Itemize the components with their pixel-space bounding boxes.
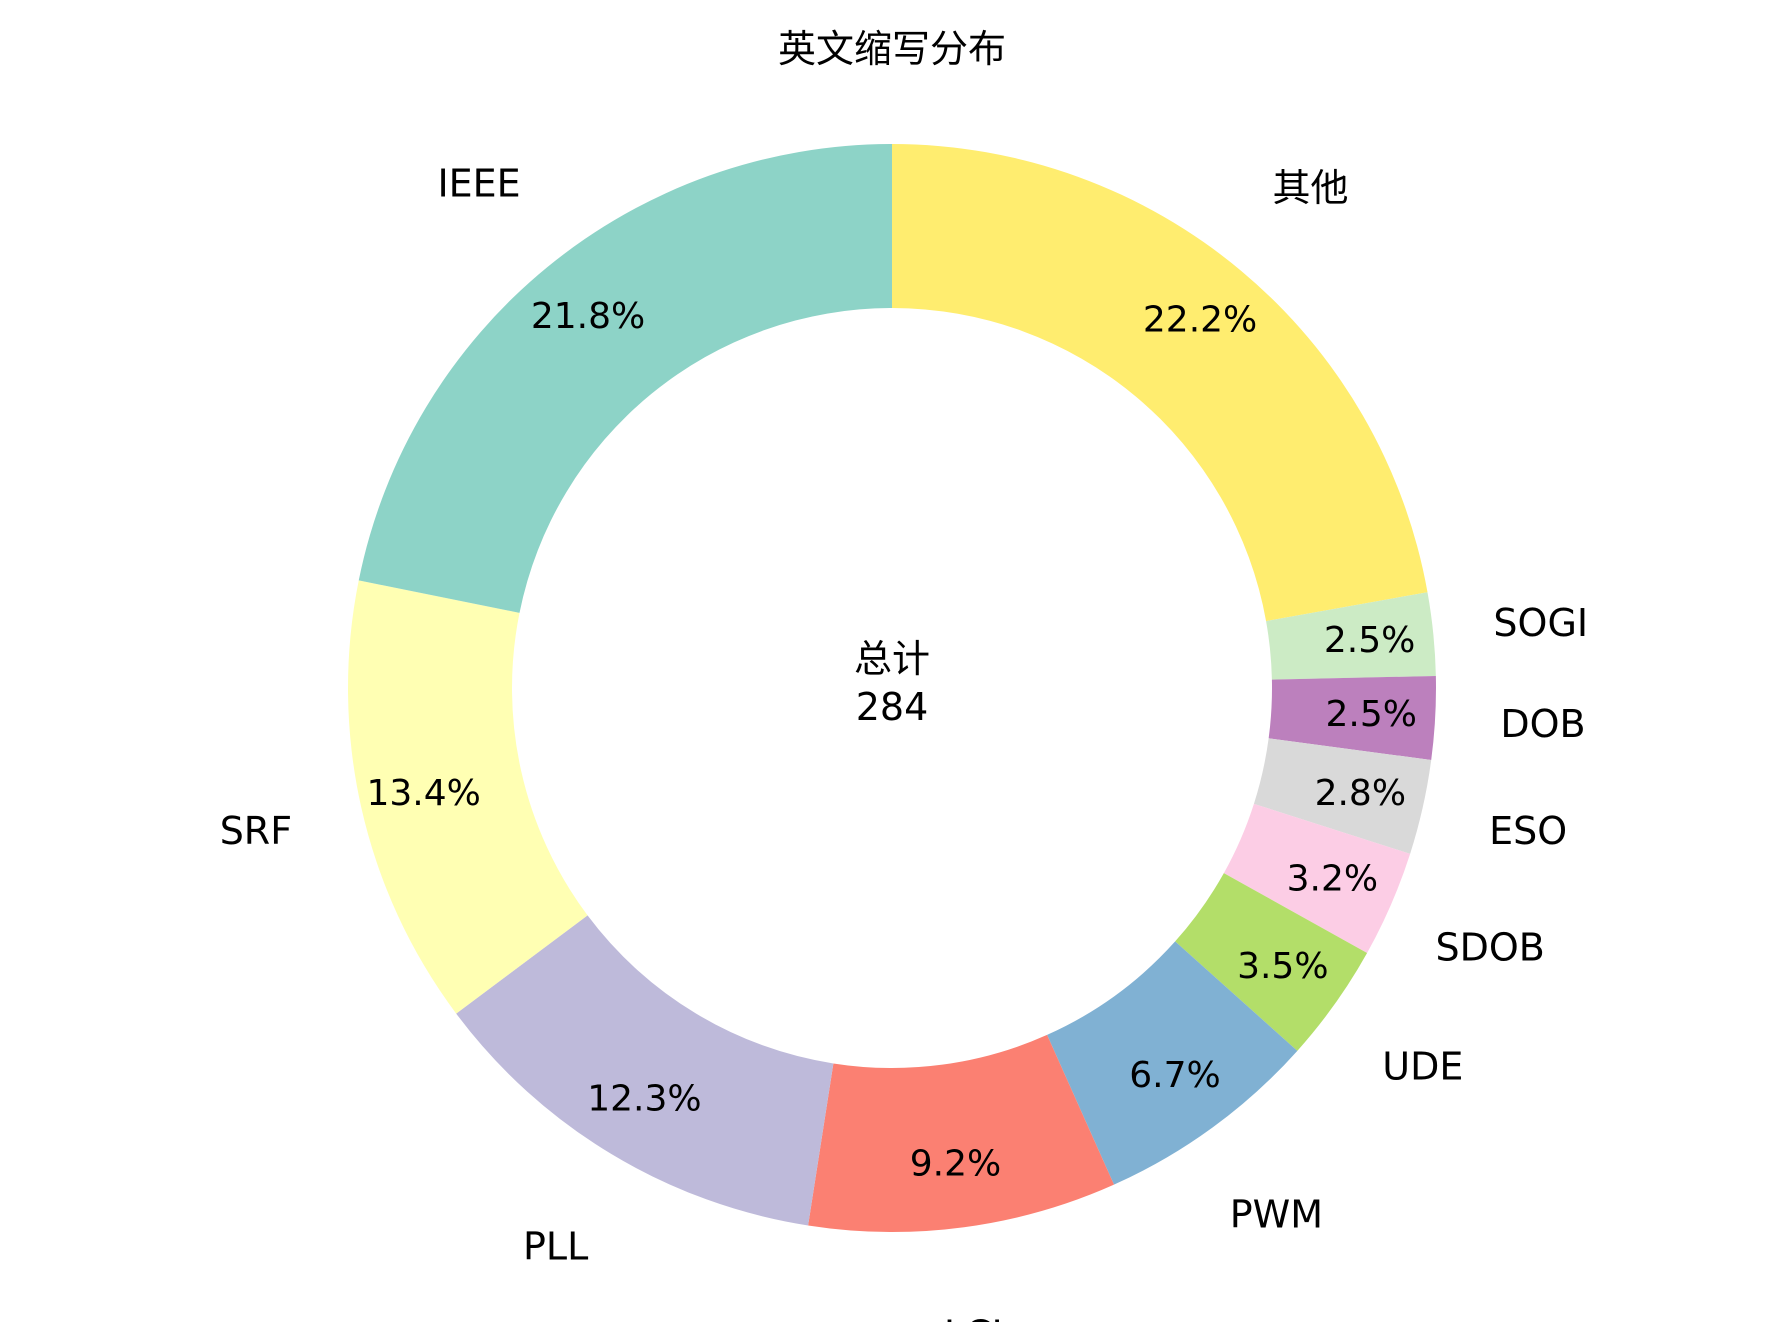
slice-pll-label: PLL — [523, 1225, 588, 1269]
slice-lcl-label: LCL — [944, 1312, 1013, 1322]
slice-dob-percent: 2.5% — [1326, 694, 1417, 735]
slice-srf — [347, 580, 588, 1014]
slice-ude-percent: 3.5% — [1237, 946, 1328, 987]
slice-eso — [1253, 738, 1432, 854]
slices — [347, 144, 1436, 1232]
center-value: 284 — [856, 685, 929, 729]
slice-pwm-label: PWM — [1230, 1193, 1323, 1237]
slice-other — [892, 144, 1428, 622]
slice-sdob — [1223, 803, 1411, 954]
slice-other-percent: 22.2% — [1143, 299, 1257, 340]
center-label: 总计 — [854, 637, 930, 681]
slice-sogi-label: SOGI — [1493, 601, 1588, 645]
slice-ude — [1175, 873, 1368, 1051]
slice-srf-percent: 13.4% — [367, 773, 481, 814]
slice-dob-label: DOB — [1500, 702, 1585, 746]
slice-lcl — [808, 1034, 1114, 1232]
slice-eso-percent: 2.8% — [1315, 773, 1406, 814]
chart-title: 英文缩写分布 — [778, 27, 1006, 71]
slice-labels: 22.2% 其他 2.5% SOGI 2.5% DOB 2.8% ESO 3.2% SDOB 3.5… — [220, 161, 1588, 1322]
slice-other-label: 其他 — [1272, 166, 1348, 210]
slice-lcl-percent: 9.2% — [910, 1143, 1001, 1184]
slice-ieee-label: IEEE — [437, 161, 520, 205]
slice-ieee — [358, 144, 892, 613]
slice-dob — [1268, 675, 1436, 761]
slice-sogi-percent: 2.5% — [1324, 620, 1415, 661]
slice-ude-label: UDE — [1382, 1045, 1463, 1089]
slice-srf-label: SRF — [220, 809, 292, 853]
slice-sogi — [1266, 592, 1436, 680]
slice-pwm — [1047, 941, 1298, 1185]
slice-pll — [456, 915, 834, 1226]
slice-ieee-percent: 21.8% — [531, 296, 645, 337]
slice-eso-label: ESO — [1489, 809, 1567, 853]
slice-pll-percent: 12.3% — [587, 1079, 701, 1120]
slice-pwm-percent: 6.7% — [1129, 1055, 1220, 1096]
slice-sdob-label: SDOB — [1435, 925, 1544, 969]
slice-sdob-percent: 3.2% — [1287, 859, 1378, 900]
